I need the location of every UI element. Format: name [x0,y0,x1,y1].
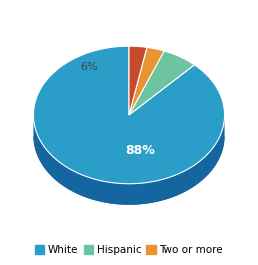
Polygon shape [34,115,224,205]
Polygon shape [129,46,147,115]
Polygon shape [129,47,164,115]
Polygon shape [34,136,224,205]
Text: 88%: 88% [126,144,155,157]
Polygon shape [34,46,224,184]
Text: 6%: 6% [80,62,98,72]
Legend: White, Hispanic, Two or more: White, Hispanic, Two or more [33,243,225,257]
Polygon shape [129,51,195,115]
